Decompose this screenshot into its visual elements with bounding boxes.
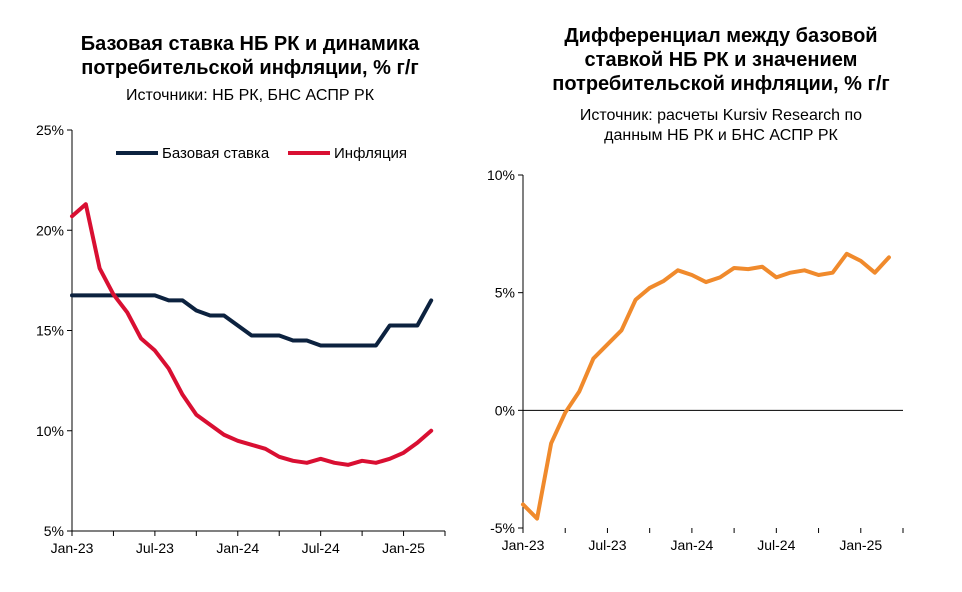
line-chart-differential: -5% 0% 5% 10% Jan-23 Jul-23 Jan-24 Jul-24 Jan-25 — [487, 167, 904, 553]
x-tick-label: Jan-24 — [670, 537, 713, 553]
y-tick-label: 10% — [487, 167, 515, 183]
series-line-inflation — [70, 202, 434, 467]
x-tick-label: Jan-25 — [839, 537, 882, 553]
y-tick-label: -5% — [490, 520, 515, 536]
chart-title: Дифференциал между базовой ставкой НБ РК… — [500, 24, 942, 96]
x-tick-label: Jan-23 — [51, 540, 94, 556]
y-tick-label: 5% — [44, 523, 64, 539]
chart-panel-right: Дифференциал между базовой ставкой НБ РК… — [480, 0, 962, 592]
chart-subtitle-line-2: данным НБ РК и БНС АСПР РК — [604, 127, 838, 144]
series-line-base-rate — [70, 293, 434, 348]
x-tick-label: Jul-23 — [588, 537, 626, 553]
series-line-differential — [521, 251, 891, 521]
chart-title-line-2: потребительской инфляции, % г/г — [81, 57, 419, 79]
chart-title-line-1: Базовая ставка НБ РК и динамика — [80, 33, 420, 55]
x-tick-label: Jan-23 — [502, 537, 545, 553]
y-tick-label: 10% — [36, 423, 64, 439]
chart-subtitle: Источники: НБ РК, БНС АСПР РК — [125, 87, 375, 104]
chart-title-line-3: потребительской инфляции, % г/г — [552, 73, 890, 95]
chart-subtitle-line-1: Источник: расчеты Kursiv Research по — [579, 107, 863, 124]
x-tick-label: Jul-24 — [757, 537, 795, 553]
line-chart-base-rate-inflation: 5% 10% 15% 20% 25% Jan-23 Jul-23 Jan-24 Jul-24 Ja… — [36, 122, 446, 556]
x-tick-label: Jan-24 — [216, 540, 259, 556]
chart-subtitle: Источник: расчеты Kursiv Research по дан… — [500, 106, 942, 146]
legend-label-inflation: Инфляция — [334, 145, 407, 162]
chart-panel-left: Базовая ставка НБ РК и динамика потребит… — [0, 0, 480, 592]
legend-label-base-rate: Базовая ставка — [162, 145, 270, 162]
y-tick-label: 25% — [36, 122, 64, 138]
chart-title: Базовая ставка НБ РК и динамика потребит… — [60, 32, 440, 80]
x-tick-label: Jul-23 — [136, 540, 174, 556]
x-tick-label: Jan-25 — [382, 540, 425, 556]
x-tick-label: Jul-24 — [302, 540, 340, 556]
y-tick-label: 0% — [495, 402, 515, 418]
chart-title-line-2: ставкой НБ РК и значением — [584, 49, 858, 71]
y-tick-label: 15% — [36, 323, 64, 339]
y-tick-label: 20% — [36, 222, 64, 238]
y-tick-label: 5% — [495, 285, 515, 301]
chart-title-line-1: Дифференциал между базовой — [564, 25, 878, 47]
